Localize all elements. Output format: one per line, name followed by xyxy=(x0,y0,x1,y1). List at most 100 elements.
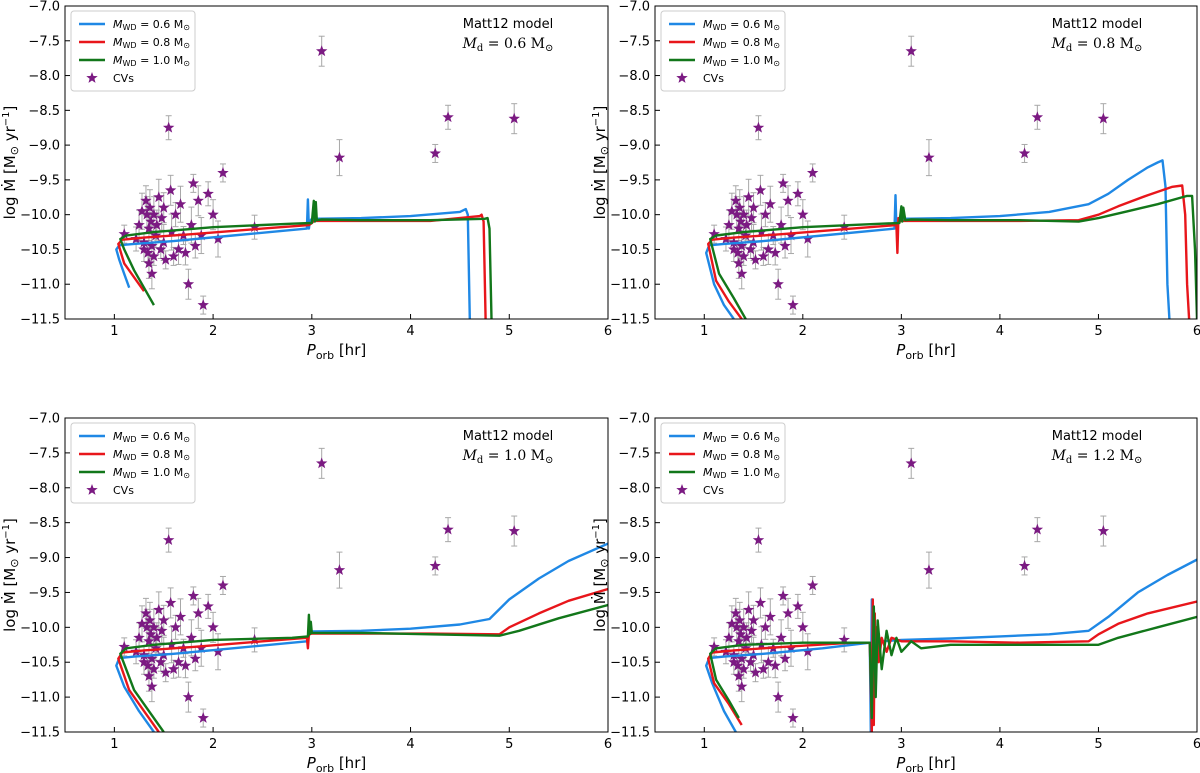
cv-point xyxy=(172,243,185,255)
cv-point xyxy=(1018,147,1031,159)
cv-point xyxy=(731,208,743,220)
x-tick-label: 2 xyxy=(209,737,217,752)
x-tick-label: 5 xyxy=(505,737,513,752)
cv-point xyxy=(189,652,202,664)
cv-point xyxy=(730,607,742,619)
cv-point xyxy=(775,631,787,643)
y-tick-label: −10.0 xyxy=(610,621,650,636)
cv-point xyxy=(187,589,200,601)
cv-point xyxy=(806,166,819,178)
cv-point xyxy=(145,628,157,640)
cv-point xyxy=(782,194,794,206)
cv-point xyxy=(735,215,747,227)
legend-label: MWD = 0.8 M⊙ xyxy=(113,448,190,462)
cv-point xyxy=(732,659,744,671)
donor-mass-label: Md = 0.8 M⊙ xyxy=(1051,36,1143,54)
x-tick-label: 3 xyxy=(308,737,316,752)
cv-point xyxy=(736,680,748,692)
cv-point xyxy=(146,267,158,279)
cv-point xyxy=(155,656,167,668)
cv-point xyxy=(754,184,767,196)
plot-frame xyxy=(64,5,609,320)
y-tick-label: −9.5 xyxy=(28,173,60,188)
x-tick-label: 2 xyxy=(209,324,217,339)
y-tick-label: −8.5 xyxy=(618,516,650,531)
cv-point xyxy=(442,111,454,123)
cv-point xyxy=(777,177,789,189)
cv-point xyxy=(212,645,224,657)
x-tick-label: 3 xyxy=(308,324,316,339)
cv-point xyxy=(739,229,752,241)
cv-point xyxy=(733,670,745,682)
legend-label: CVs xyxy=(113,484,134,497)
cv-point xyxy=(202,187,214,199)
y-tick-label: −8.0 xyxy=(618,69,650,84)
legend-label: MWD = 0.6 M⊙ xyxy=(703,18,780,32)
y-tick-label: −11.5 xyxy=(20,726,60,741)
y-tick-label: −7.0 xyxy=(28,0,60,15)
cv-point xyxy=(179,246,192,258)
x-tick-label: 6 xyxy=(604,737,612,752)
cv-point xyxy=(182,278,195,290)
panel-a: 1 2 3 4 5 6 −7.0 −7.5 −8.0 −8.5 −9.0 −9.5 −10.0 −10.5… xyxy=(0,0,612,362)
cv-point xyxy=(133,631,145,643)
cv-point xyxy=(733,257,745,269)
legend-label: MWD = 0.8 M⊙ xyxy=(113,36,190,50)
x-tick-label: 5 xyxy=(1094,737,1102,752)
cv-point xyxy=(142,246,154,258)
cv-point xyxy=(118,640,130,652)
cv-point xyxy=(195,642,207,654)
cv-point xyxy=(754,596,767,608)
cv-point xyxy=(158,614,170,626)
cv-point xyxy=(143,670,155,682)
cv-point xyxy=(174,610,187,622)
cv-point xyxy=(192,607,204,619)
y-tick-label: −8.0 xyxy=(28,481,60,496)
legend-label: MWD = 1.0 M⊙ xyxy=(113,466,190,480)
legend-label: MWD = 0.8 M⊙ xyxy=(703,448,780,462)
x-axis-label: Porb [hr] xyxy=(307,754,366,773)
cv-point xyxy=(732,246,744,258)
y-axis-label: log Ṁ [M⊙ yr−1] xyxy=(0,106,21,220)
donor-mass-label: Md = 1.2 M⊙ xyxy=(1051,448,1143,466)
y-tick-label: −11.0 xyxy=(610,278,650,293)
cv-point xyxy=(151,631,163,643)
x-tick-label: 1 xyxy=(110,737,118,752)
cv-point xyxy=(197,712,209,723)
cv-point xyxy=(185,631,198,643)
cv-point xyxy=(747,614,760,626)
x-tick-label: 6 xyxy=(1193,324,1200,339)
cv-point xyxy=(749,666,762,678)
y-tick-label: −10.5 xyxy=(20,656,60,671)
y-tick-label: −11.5 xyxy=(20,313,60,328)
cv-point xyxy=(138,656,150,668)
cv-point xyxy=(442,523,454,535)
x-tick-label: 1 xyxy=(700,737,708,752)
cv-point xyxy=(728,243,740,255)
cv-point xyxy=(197,299,209,310)
donor-mass-label: Md = 1.0 M⊙ xyxy=(462,448,554,466)
cv-point xyxy=(785,642,797,654)
y-tick-label: −8.5 xyxy=(28,104,60,119)
cv-point xyxy=(772,691,784,702)
cv-point xyxy=(739,642,752,654)
cv-point xyxy=(708,228,720,239)
cv-point xyxy=(762,243,775,255)
model-tracks xyxy=(705,159,1197,319)
legend-label: MWD = 1.0 M⊙ xyxy=(703,54,780,68)
cv-point xyxy=(138,649,150,661)
cv-point xyxy=(745,624,758,636)
y-tick-label: −11.5 xyxy=(610,313,650,328)
cv-point xyxy=(179,659,192,671)
legend-label: MWD = 0.6 M⊙ xyxy=(703,430,780,444)
cv-point xyxy=(142,659,154,671)
cv-point xyxy=(757,250,770,262)
cv-point xyxy=(143,257,155,269)
cv-point xyxy=(782,607,794,619)
cv-point xyxy=(140,607,152,619)
x-axis-label: Porb [hr] xyxy=(896,341,955,362)
y-tick-label: −10.5 xyxy=(610,243,650,258)
cv-point xyxy=(759,208,772,220)
cv-point xyxy=(764,198,776,210)
